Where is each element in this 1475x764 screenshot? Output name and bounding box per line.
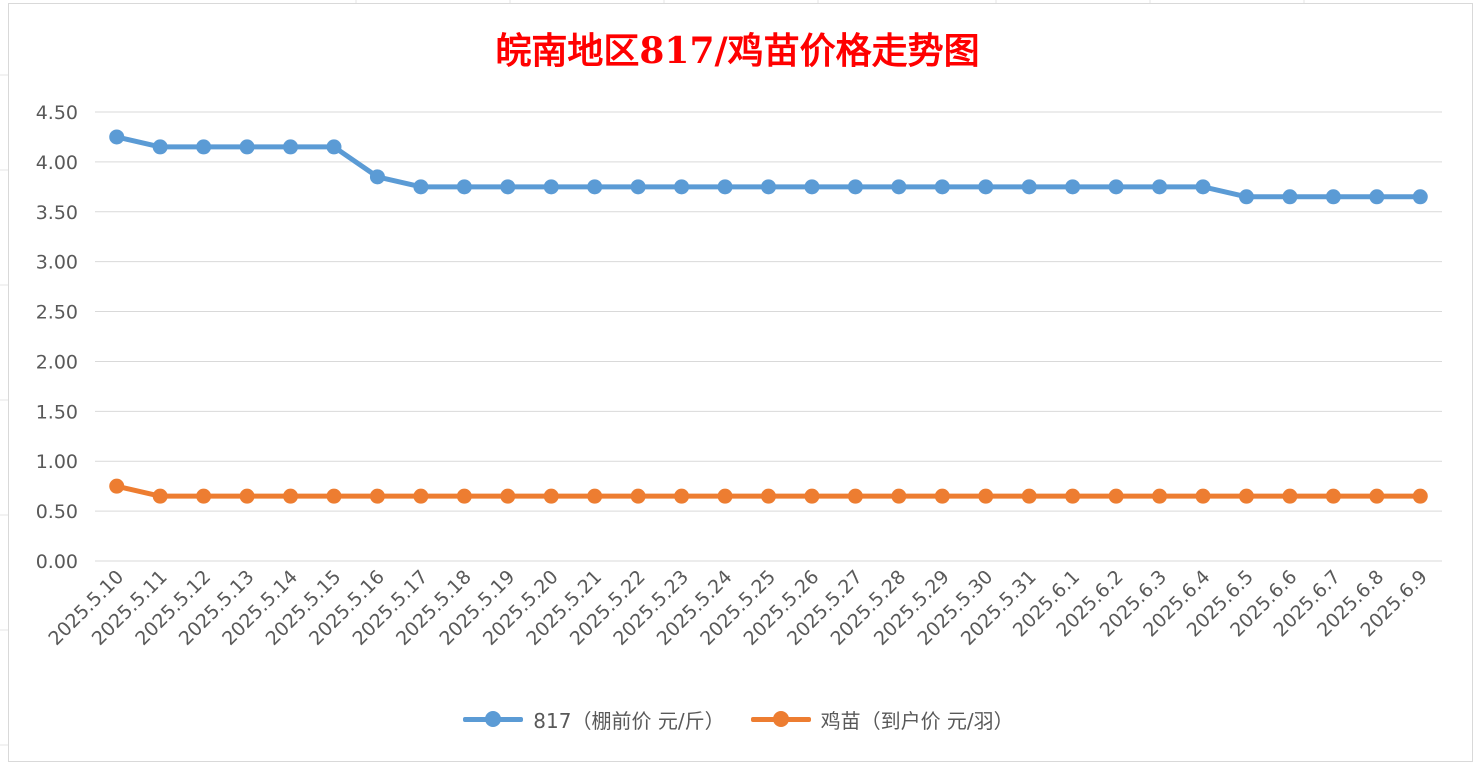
data-point[interactable] — [674, 488, 690, 504]
data-point[interactable] — [239, 139, 255, 155]
data-point[interactable] — [1412, 189, 1428, 205]
data-point[interactable] — [369, 169, 385, 185]
data-point[interactable] — [1369, 189, 1385, 205]
data-point[interactable] — [1238, 488, 1254, 504]
data-point[interactable] — [1021, 179, 1037, 195]
data-point[interactable] — [500, 179, 516, 195]
data-point[interactable] — [413, 488, 429, 504]
data-point[interactable] — [1152, 179, 1168, 195]
data-point[interactable] — [804, 488, 820, 504]
chart-title: 皖南地区817/鸡苗价格走势图 — [495, 30, 980, 72]
data-point[interactable] — [934, 488, 950, 504]
data-point[interactable] — [978, 488, 994, 504]
data-point[interactable] — [1108, 488, 1124, 504]
data-point[interactable] — [978, 179, 994, 195]
data-point[interactable] — [934, 179, 950, 195]
data-point[interactable] — [1108, 179, 1124, 195]
legend-swatch-chick — [749, 704, 813, 734]
y-tick-label: 4.50 — [36, 102, 78, 124]
y-tick-label: 2.00 — [36, 351, 78, 373]
data-point[interactable] — [674, 179, 690, 195]
data-point[interactable] — [1325, 488, 1341, 504]
legend-label-chick: 鸡苗（到户价 元/羽） — [820, 708, 1014, 733]
data-point[interactable] — [1065, 179, 1081, 195]
data-point[interactable] — [1238, 189, 1254, 205]
data-point[interactable] — [283, 488, 299, 504]
data-point[interactable] — [630, 179, 646, 195]
legend-label-817: 817（棚前价 元/斤） — [533, 708, 725, 733]
data-point[interactable] — [1282, 488, 1298, 504]
data-point[interactable] — [196, 488, 212, 504]
legend-swatch-817 — [461, 704, 525, 734]
y-tick-label: 0.00 — [36, 551, 78, 573]
series-lines — [109, 129, 1428, 504]
data-point[interactable] — [1282, 189, 1298, 205]
legend-item-817[interactable]: 817（棚前价 元/斤） — [461, 704, 725, 734]
chart-area[interactable] — [8, 3, 1473, 762]
data-point[interactable] — [717, 179, 733, 195]
y-tick-label: 4.00 — [36, 152, 78, 174]
data-point[interactable] — [543, 179, 559, 195]
data-point[interactable] — [1369, 488, 1385, 504]
y-tick-label: 3.50 — [36, 202, 78, 224]
data-point[interactable] — [1412, 488, 1428, 504]
y-axis-ticks: 0.00 0.50 1.00 1.50 2.00 2.50 3.00 3.50 4.00 4.50 — [36, 102, 78, 573]
data-point[interactable] — [1195, 179, 1211, 195]
legend-marker-817 — [485, 711, 502, 727]
data-point[interactable] — [196, 139, 212, 155]
data-point[interactable] — [1152, 488, 1168, 504]
legend: 817（棚前价 元/斤） 鸡苗（到户价 元/羽） — [0, 704, 1475, 734]
y-tick-label: 3.00 — [36, 252, 78, 274]
data-point[interactable] — [543, 488, 559, 504]
data-point[interactable] — [761, 488, 776, 504]
x-axis-ticks: 2025.5.102025.5.112025.5.122025.5.132025… — [44, 566, 1431, 650]
data-point[interactable] — [630, 488, 646, 504]
data-point[interactable] — [369, 488, 385, 504]
data-point[interactable] — [587, 179, 603, 195]
data-point[interactable] — [717, 488, 733, 504]
y-tick-label: 2.50 — [36, 302, 78, 324]
data-point[interactable] — [891, 488, 907, 504]
data-point[interactable] — [283, 139, 299, 155]
data-point[interactable] — [152, 139, 168, 155]
data-point[interactable] — [152, 488, 168, 504]
data-point[interactable] — [239, 488, 255, 504]
data-point[interactable] — [456, 179, 472, 195]
y-tick-label: 1.00 — [36, 451, 78, 473]
data-point[interactable] — [1325, 189, 1341, 205]
data-point[interactable] — [761, 179, 776, 195]
data-point[interactable] — [1021, 488, 1037, 504]
data-point[interactable] — [326, 139, 342, 155]
data-point[interactable] — [109, 129, 125, 145]
data-point[interactable] — [326, 488, 342, 504]
data-point[interactable] — [413, 179, 429, 195]
data-point[interactable] — [891, 179, 907, 195]
y-tick-label: 1.50 — [36, 401, 78, 423]
legend-marker-chick — [772, 711, 789, 727]
data-point[interactable] — [1065, 488, 1081, 504]
data-point[interactable] — [500, 488, 516, 504]
data-point[interactable] — [109, 478, 125, 494]
legend-item-chick[interactable]: 鸡苗（到户价 元/羽） — [749, 704, 1014, 734]
data-point[interactable] — [456, 488, 472, 504]
y-tick-label: 0.50 — [36, 501, 78, 523]
data-point[interactable] — [847, 179, 863, 195]
data-point[interactable] — [804, 179, 820, 195]
gridlines — [95, 111, 1442, 562]
data-point[interactable] — [847, 488, 863, 504]
data-point[interactable] — [1195, 488, 1211, 504]
data-point[interactable] — [587, 488, 603, 504]
